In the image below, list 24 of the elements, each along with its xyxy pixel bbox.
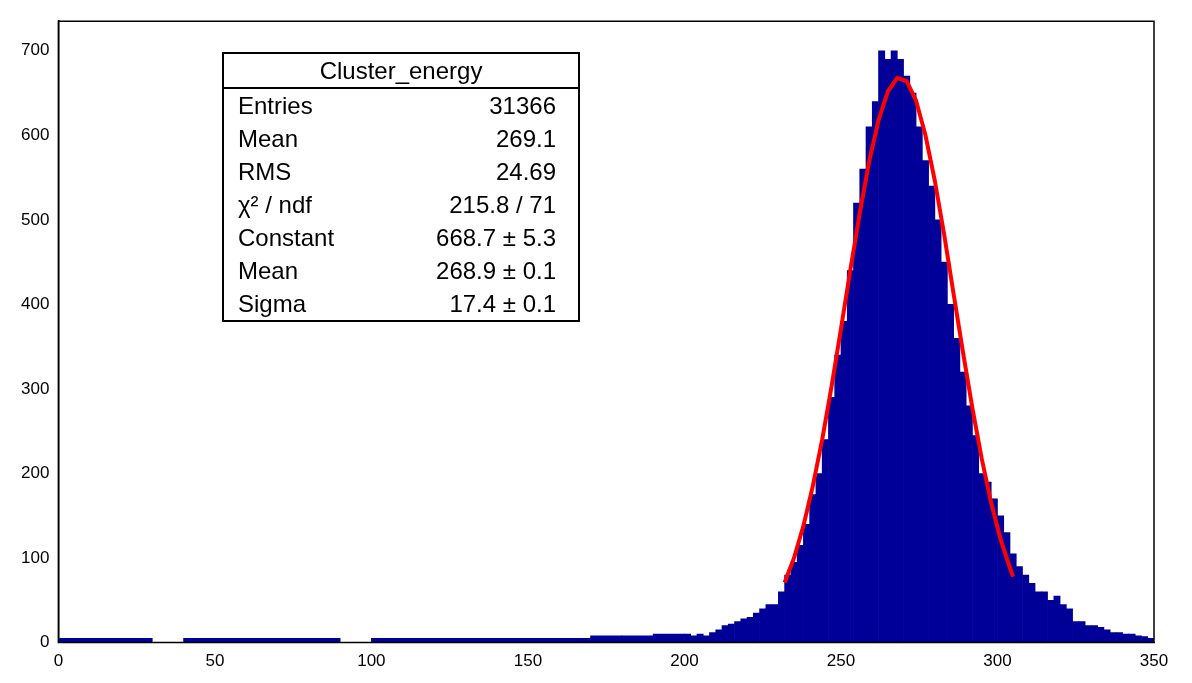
text: χ² / ndf 215.8 / 71 bbox=[238, 191, 556, 218]
x-tick-label: 200 bbox=[670, 651, 699, 671]
x-tick-label: 100 bbox=[357, 651, 386, 671]
x-tick-label: 50 bbox=[205, 651, 225, 671]
y-tick-label: 0 bbox=[39, 632, 50, 652]
x-tick-label: 0 bbox=[53, 651, 64, 671]
y-tick-label: 100 bbox=[20, 547, 50, 567]
y-tick-label: 700 bbox=[20, 40, 50, 60]
text: Entries 31366 bbox=[238, 92, 556, 119]
text: Constant 668.7 ± 5.3 bbox=[238, 224, 556, 251]
text: Cluster_energy bbox=[224, 54, 578, 89]
text: Sigma 17.4 ± 0.1 bbox=[238, 290, 556, 317]
y-tick-label: 200 bbox=[20, 463, 50, 483]
x-tick-label: 150 bbox=[513, 651, 543, 671]
x-tick-label: 300 bbox=[983, 651, 1012, 671]
text: RMS 24.69 bbox=[238, 158, 556, 185]
text: Mean 269.1 bbox=[238, 125, 556, 152]
y-tick-label: 300 bbox=[20, 378, 50, 398]
y-tick-label: 500 bbox=[20, 209, 50, 229]
text: Mean 268.9 ± 0.1 bbox=[238, 257, 556, 284]
x-tick-label: 350 bbox=[1139, 651, 1169, 671]
x-tick-label: 250 bbox=[826, 651, 856, 671]
y-tick-label: 400 bbox=[20, 294, 50, 314]
y-tick-label: 600 bbox=[20, 125, 50, 145]
